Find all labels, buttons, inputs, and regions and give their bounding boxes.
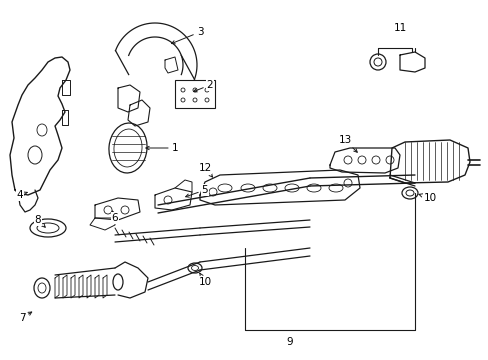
Ellipse shape xyxy=(30,219,66,237)
Ellipse shape xyxy=(241,184,254,192)
Ellipse shape xyxy=(405,190,413,196)
Ellipse shape xyxy=(343,179,351,187)
Text: 8: 8 xyxy=(35,215,45,227)
Ellipse shape xyxy=(109,123,147,173)
Ellipse shape xyxy=(263,184,276,192)
Ellipse shape xyxy=(187,263,202,273)
Ellipse shape xyxy=(191,265,198,270)
Ellipse shape xyxy=(34,278,50,298)
Ellipse shape xyxy=(306,184,320,192)
Text: 10: 10 xyxy=(198,273,211,287)
Text: 4: 4 xyxy=(17,190,27,200)
Ellipse shape xyxy=(193,98,197,102)
Ellipse shape xyxy=(328,184,342,192)
Ellipse shape xyxy=(114,129,142,167)
Ellipse shape xyxy=(385,156,393,164)
Ellipse shape xyxy=(401,187,417,199)
Ellipse shape xyxy=(37,223,59,233)
Ellipse shape xyxy=(163,196,172,204)
Text: 12: 12 xyxy=(198,163,212,177)
Text: 10: 10 xyxy=(418,193,436,203)
Ellipse shape xyxy=(373,58,381,66)
Ellipse shape xyxy=(181,88,184,92)
Text: 5: 5 xyxy=(185,185,208,197)
Ellipse shape xyxy=(218,184,231,192)
Ellipse shape xyxy=(121,206,129,214)
Bar xyxy=(175,80,215,108)
Text: 9: 9 xyxy=(286,337,293,347)
Ellipse shape xyxy=(371,156,379,164)
Ellipse shape xyxy=(181,98,184,102)
Text: 2: 2 xyxy=(193,80,213,92)
Ellipse shape xyxy=(104,206,112,214)
Ellipse shape xyxy=(369,54,385,70)
Text: 13: 13 xyxy=(338,135,357,152)
Ellipse shape xyxy=(208,188,217,196)
Ellipse shape xyxy=(113,274,123,290)
Ellipse shape xyxy=(204,88,208,92)
Ellipse shape xyxy=(285,184,298,192)
Text: 7: 7 xyxy=(19,312,32,323)
Ellipse shape xyxy=(357,156,365,164)
Ellipse shape xyxy=(343,156,351,164)
Ellipse shape xyxy=(28,146,42,164)
Ellipse shape xyxy=(38,283,46,293)
Ellipse shape xyxy=(37,124,47,136)
Ellipse shape xyxy=(204,98,208,102)
Ellipse shape xyxy=(193,88,197,92)
Text: 1: 1 xyxy=(145,143,178,153)
Text: 11: 11 xyxy=(392,23,406,33)
Text: 6: 6 xyxy=(111,211,118,223)
Text: 3: 3 xyxy=(171,27,203,44)
